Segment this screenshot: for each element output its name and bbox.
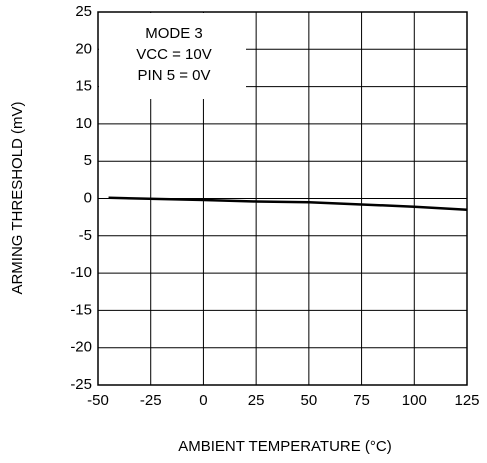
plot-frame: [97, 11, 468, 386]
y-tick-label: 0: [84, 189, 92, 206]
y-tick-label: -10: [70, 264, 92, 281]
x-tick-label: -50: [87, 392, 109, 409]
annotation-box: [99, 13, 246, 99]
y-tick-label: -25: [70, 376, 92, 393]
x-tick-label: -25: [140, 392, 162, 409]
y-tick-label: 25: [75, 3, 92, 20]
x-tick-label: 25: [248, 392, 265, 409]
y-tick-label: 5: [84, 152, 92, 169]
annotation: MODE 3: [145, 25, 203, 42]
annotation: VCC = 10V: [136, 46, 211, 63]
x-tick-label: 50: [301, 392, 318, 409]
y-axis-label: ARMING THRESHOLD (mV): [9, 101, 26, 294]
x-tick-label: 0: [199, 392, 207, 409]
y-tick-label: -5: [79, 227, 92, 244]
x-axis-label: AMBIENT TEMPERATURE (°C): [178, 438, 392, 455]
x-tick-label: 75: [353, 392, 370, 409]
y-tick-label: 15: [75, 78, 92, 95]
y-tick-label: -20: [70, 339, 92, 356]
data-line: [108, 196, 468, 211]
x-tick-label: 125: [454, 392, 479, 409]
annotation: PIN 5 = 0V: [138, 67, 211, 84]
y-tick-label: 20: [75, 40, 92, 57]
x-tick-label: 100: [402, 392, 427, 409]
y-tick-label: 10: [75, 115, 92, 132]
y-tick-label: -15: [70, 301, 92, 318]
